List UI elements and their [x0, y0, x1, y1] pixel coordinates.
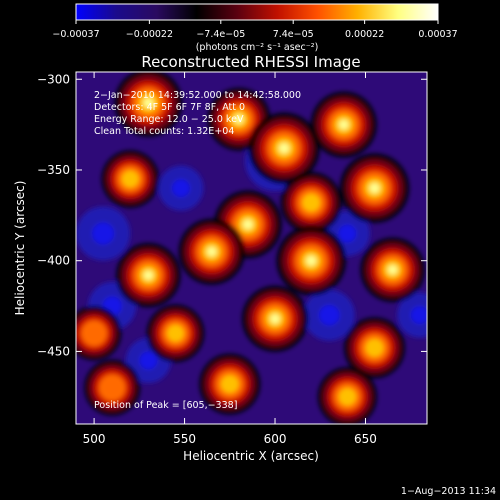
- y-tick-label: −400: [37, 254, 70, 268]
- annotation-line: Energy Range: 12.0 − 25.0 keV: [94, 114, 244, 125]
- x-tick-label: 600: [264, 432, 287, 446]
- y-axis-label: Heliocentric Y (arcsec): [13, 181, 27, 316]
- x-axis-label: Heliocentric X (arcsec): [183, 449, 319, 463]
- source-blob: [206, 246, 217, 257]
- annotation-line: Clean Total counts: 1.32E+04: [94, 126, 234, 137]
- annotation-line: 2−Jan−2010 14:39:52.000 to 14:42:58.000: [94, 90, 301, 101]
- colorbar-tick-label: −0.00022: [126, 29, 173, 40]
- source-blob: [121, 170, 139, 188]
- source-blob: [270, 313, 280, 324]
- colorbar-tick-label: 0.00037: [418, 29, 457, 40]
- negative-region-core: [338, 224, 357, 243]
- colorbar: [75, 3, 439, 21]
- source-blob: [369, 182, 380, 194]
- footer-date: 1−Aug−2013 11:34: [401, 486, 496, 497]
- x-tick-label: 500: [83, 432, 106, 446]
- source-blob: [302, 193, 321, 212]
- y-tick-label: −300: [37, 72, 70, 86]
- source-blob: [220, 375, 239, 394]
- source-blob: [242, 219, 253, 230]
- x-tick-label: 550: [173, 432, 196, 446]
- colorbar-unit-label: (photons cm⁻² s⁻¹ asec⁻²): [196, 42, 319, 53]
- source-blob: [338, 388, 357, 406]
- source-blob: [306, 255, 317, 266]
- source-blob: [143, 270, 154, 280]
- x-axis-ticks: 500 550 600 650: [83, 72, 377, 446]
- negative-region-core: [139, 351, 158, 370]
- source-blob: [81, 320, 107, 347]
- y-tick-label: −450: [37, 344, 70, 358]
- source-blob: [387, 265, 398, 275]
- source-blob: [365, 338, 384, 357]
- negative-region-core: [318, 304, 340, 326]
- source-blob: [338, 119, 349, 130]
- x-tick-label: 650: [354, 432, 377, 446]
- negative-region-core: [172, 179, 190, 198]
- y-tick-label: −350: [37, 163, 70, 177]
- colorbar-tick-label: 7.4e−05: [273, 29, 314, 40]
- negative-region-core: [92, 222, 115, 245]
- annotations: 2−Jan−2010 14:39:52.000 to 14:42:58.000D…: [94, 90, 301, 137]
- source-blob: [167, 324, 185, 342]
- source-blob: [98, 374, 126, 401]
- y-axis-ticks: −300 −350 −400 −450: [37, 72, 427, 358]
- source-blob: [143, 97, 154, 108]
- colorbar-ticks: −0.00037 −0.00022 −7.4e−05 7.4e−05 0.00022 0.…: [52, 20, 458, 40]
- colorbar-tick-label: 0.00022: [345, 29, 384, 40]
- source-blob: [234, 114, 244, 124]
- negative-region-core: [410, 306, 427, 325]
- chart-title: Reconstructed RHESSI Image: [141, 53, 360, 71]
- colorbar-tick-label: −7.4e−05: [196, 29, 245, 40]
- image-sources: [76, 72, 427, 424]
- annotation-line: Detectors: 4F 5F 6F 7F 8F, Att 0: [94, 102, 245, 113]
- colorbar-tick-label: −0.00037: [52, 29, 99, 40]
- peak-position-label: Position of Peak = [605,−338]: [94, 400, 237, 411]
- plot-frame: [75, 71, 428, 425]
- source-blob: [278, 142, 290, 154]
